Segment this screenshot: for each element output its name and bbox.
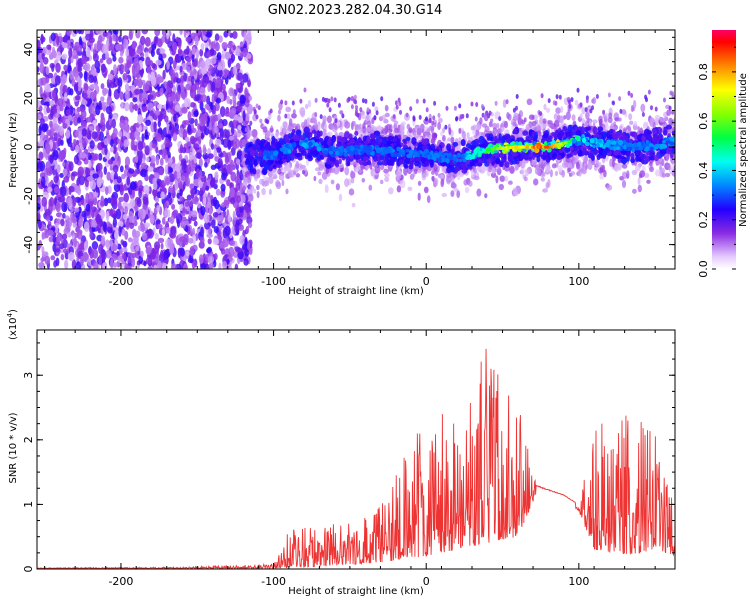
snr-y-tick-label: 1 xyxy=(22,501,35,508)
snr-y-ticks: 0 1 2 3 xyxy=(22,342,675,573)
snr-series-line xyxy=(37,348,675,569)
colorbar-gradient xyxy=(712,30,736,269)
snr-y-multiplier: (x104) xyxy=(6,309,19,340)
snr-y-tick-label: 0 xyxy=(22,566,35,573)
spectrogram-x-tick-label: 100 xyxy=(568,275,589,288)
spectrogram-frame xyxy=(36,29,676,270)
colorbar-ticks: 0.0 0.2 0.4 0.6 0.8 xyxy=(697,46,736,278)
spectrogram-y-tick-label: -40 xyxy=(22,236,35,254)
snr-data xyxy=(37,348,675,569)
snr-x-label: Height of straight line (km) xyxy=(288,586,424,597)
spectrogram-y-tick-label: 20 xyxy=(22,91,35,105)
snr-x-tick-label: -100 xyxy=(261,575,286,588)
spectrogram-y-tick-label: 40 xyxy=(22,43,35,57)
snr-y-label: SNR (10 * v/v) xyxy=(8,412,19,483)
colorbar-label: Normalized spectral amplitude xyxy=(738,73,749,227)
spectrogram-x-tick-label: 0 xyxy=(423,275,430,288)
snr-y-tick-label: 3 xyxy=(22,372,35,379)
colorbar-tick-label: 0.4 xyxy=(697,162,710,180)
spectrogram-y-ticks: -40 -20 0 20 40 xyxy=(22,36,675,270)
colorbar-tick-label: 0.2 xyxy=(697,211,710,229)
snr-x-ticks: -200 -100 0 100 xyxy=(44,330,656,588)
snr-x-tick-label: 100 xyxy=(568,575,589,588)
colorbar-tick-label: 0.8 xyxy=(697,63,710,81)
spectrogram-x-ticks: -200 -100 0 100 xyxy=(44,30,656,288)
snr-y-tick-label: 2 xyxy=(22,436,35,443)
snr-x-tick-label: 0 xyxy=(423,575,430,588)
snr-panel: -200 -100 0 100 0 1 2 3 Height of straight lin… xyxy=(6,309,676,597)
spectrogram-y-tick-label: -20 xyxy=(22,187,35,205)
spectrogram-x-tick-label: -200 xyxy=(108,275,133,288)
spectrogram-data xyxy=(37,30,675,269)
colorbar: 0.0 0.2 0.4 0.6 0.8 Normalized spectral ampl… xyxy=(697,30,749,278)
figure-title: GN02.2023.282.04.30.G14 xyxy=(268,3,443,18)
spectrogram-x-tick-label: -100 xyxy=(261,275,286,288)
spectrogram-x-label: Height of straight line (km) xyxy=(288,286,424,297)
snr-frame xyxy=(36,329,676,570)
spectrogram-y-label: Frequency (Hz) xyxy=(8,112,19,188)
colorbar-tick-label: 0.6 xyxy=(697,112,710,130)
snr-x-tick-label: -200 xyxy=(108,575,133,588)
spectrogram-y-tick-label: 0 xyxy=(22,144,35,151)
colorbar-tick-label: 0.0 xyxy=(697,260,710,278)
